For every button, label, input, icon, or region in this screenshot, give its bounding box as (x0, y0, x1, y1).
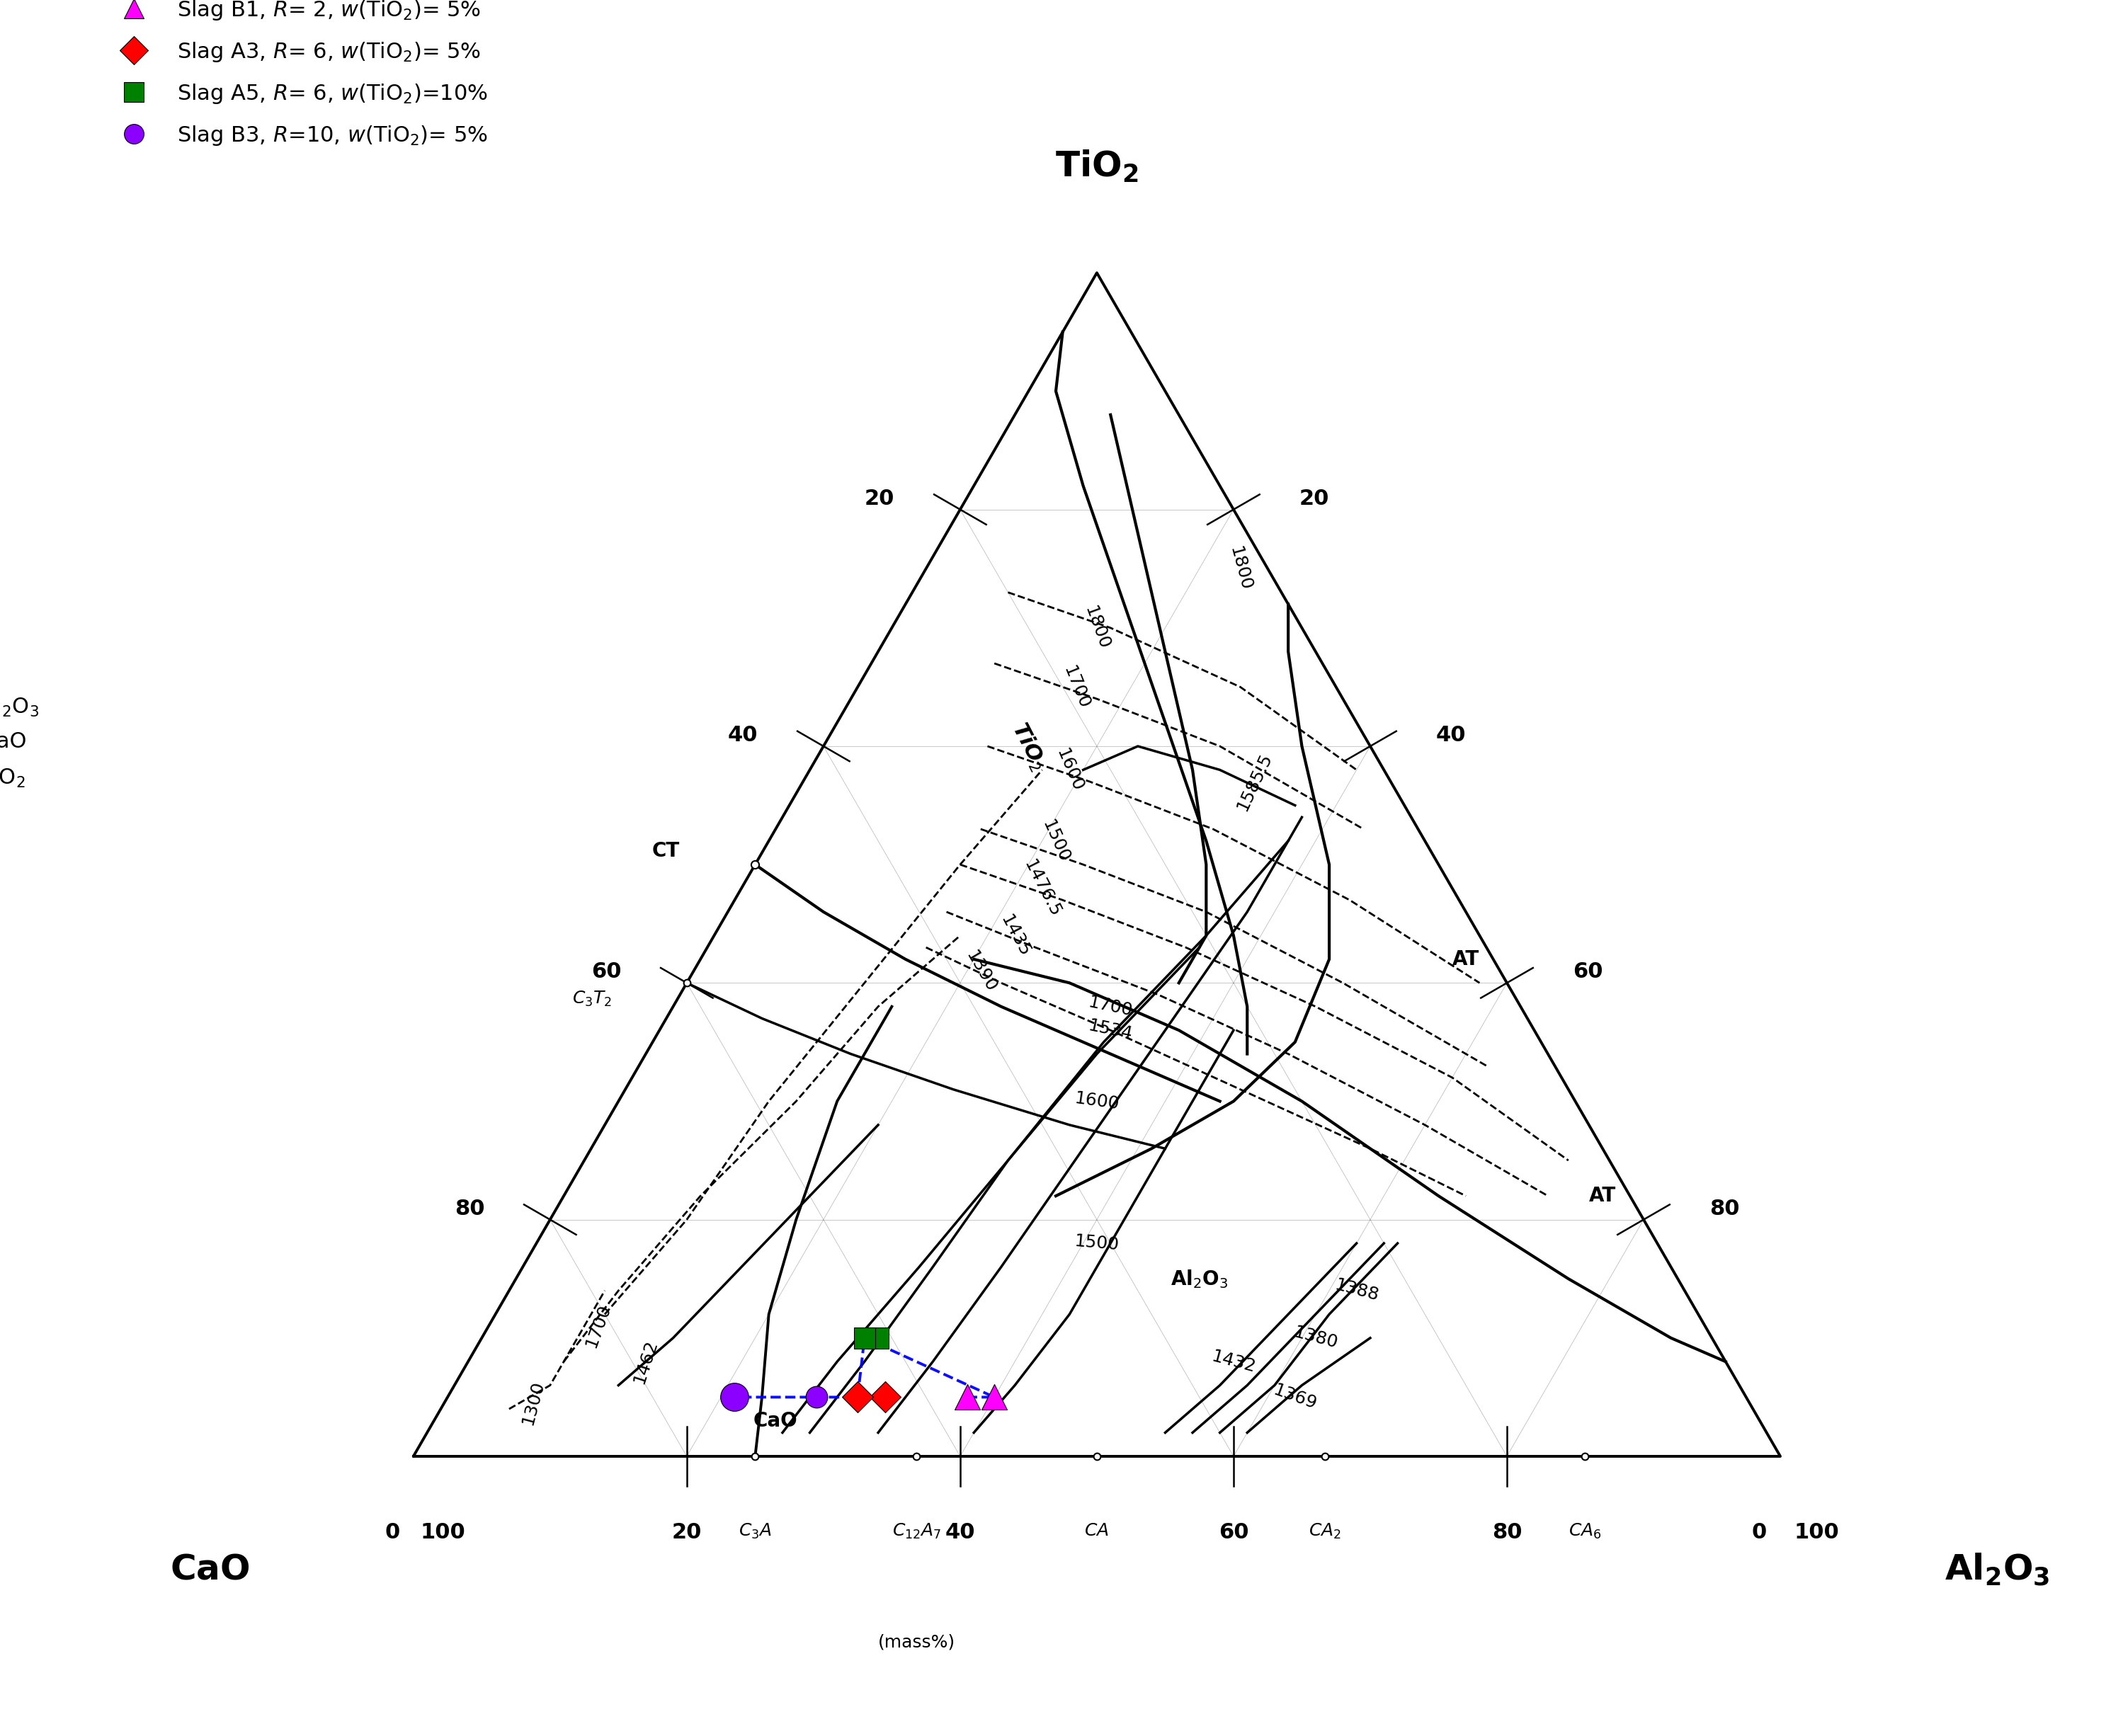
Text: 1585.5: 1585.5 (1233, 750, 1274, 812)
Text: TiO$_2$: TiO$_2$ (1006, 719, 1051, 774)
Text: 1300: 1300 (518, 1378, 548, 1427)
Text: AT: AT (1452, 950, 1480, 969)
Text: $CA$: $CA$ (1085, 1522, 1108, 1538)
Text: 1800: 1800 (1227, 545, 1255, 592)
Legend: Slag B1, $R$= 2, $w$(TiO$_2$)= 5%, Slag A3, $R$= 6, $w$(TiO$_2$)= 5%, Slag A5, $: Slag B1, $R$= 2, $w$(TiO$_2$)= 5%, Slag … (104, 0, 497, 156)
Text: 100: 100 (420, 1522, 465, 1543)
Text: 1388: 1388 (1333, 1276, 1380, 1305)
Text: 1700: 1700 (1059, 663, 1093, 712)
Text: 0: 0 (1751, 1522, 1766, 1543)
Text: CaO: CaO (754, 1411, 798, 1430)
Text: 20: 20 (671, 1522, 703, 1543)
Text: (mass%): (mass%) (877, 1634, 955, 1651)
Text: AT: AT (1588, 1186, 1616, 1207)
Text: $\mathbf{CaO}$: $\mathbf{CaO}$ (170, 1552, 248, 1587)
Text: A: Al$_2$O$_3$
C: CaO
T: TiO$_2$: A: Al$_2$O$_3$ C: CaO T: TiO$_2$ (0, 696, 38, 790)
Text: $C_{12}A_7$: $C_{12}A_7$ (892, 1522, 940, 1540)
Text: 20: 20 (1299, 488, 1329, 509)
Text: 0: 0 (384, 1522, 399, 1543)
Text: 1534: 1534 (1087, 1017, 1134, 1043)
Text: 100: 100 (1794, 1522, 1839, 1543)
Text: 1432: 1432 (1210, 1347, 1257, 1375)
Text: $\mathbf{Al_2O_3}$: $\mathbf{Al_2O_3}$ (1945, 1552, 2049, 1588)
Text: 40: 40 (1435, 726, 1467, 745)
Text: 60: 60 (1573, 962, 1603, 983)
Text: 1700: 1700 (1087, 993, 1134, 1019)
Text: $C_3T_2$: $C_3T_2$ (571, 990, 611, 1009)
Text: $\mathbf{TiO_2}$: $\mathbf{TiO_2}$ (1055, 149, 1138, 184)
Text: 1476.5: 1476.5 (1021, 858, 1064, 920)
Text: 40: 40 (728, 726, 758, 745)
Text: 1600: 1600 (1053, 746, 1087, 793)
Text: 20: 20 (864, 488, 894, 509)
Text: 80: 80 (1709, 1198, 1739, 1219)
Text: 1500: 1500 (1038, 818, 1072, 865)
Text: 40: 40 (945, 1522, 974, 1543)
Text: 60: 60 (1219, 1522, 1248, 1543)
Text: 80: 80 (454, 1198, 484, 1219)
Text: 60: 60 (590, 962, 622, 983)
Text: 1600: 1600 (1074, 1090, 1121, 1113)
Text: $CA_2$: $CA_2$ (1310, 1522, 1342, 1540)
Text: $C_3A$: $C_3A$ (739, 1522, 771, 1540)
Text: 1390: 1390 (962, 948, 1000, 995)
Text: 1369: 1369 (1272, 1382, 1318, 1413)
Text: 1800: 1800 (1081, 604, 1112, 653)
Text: 1435: 1435 (998, 911, 1034, 960)
Text: 80: 80 (1492, 1522, 1522, 1543)
Text: 1380: 1380 (1291, 1325, 1340, 1352)
Text: CT: CT (652, 840, 679, 861)
Text: Al$_2$O$_3$: Al$_2$O$_3$ (1170, 1267, 1227, 1290)
Text: 1462: 1462 (631, 1337, 660, 1385)
Text: 1700: 1700 (582, 1302, 614, 1351)
Text: $CA_6$: $CA_6$ (1569, 1522, 1601, 1540)
Text: 1500: 1500 (1074, 1233, 1121, 1253)
